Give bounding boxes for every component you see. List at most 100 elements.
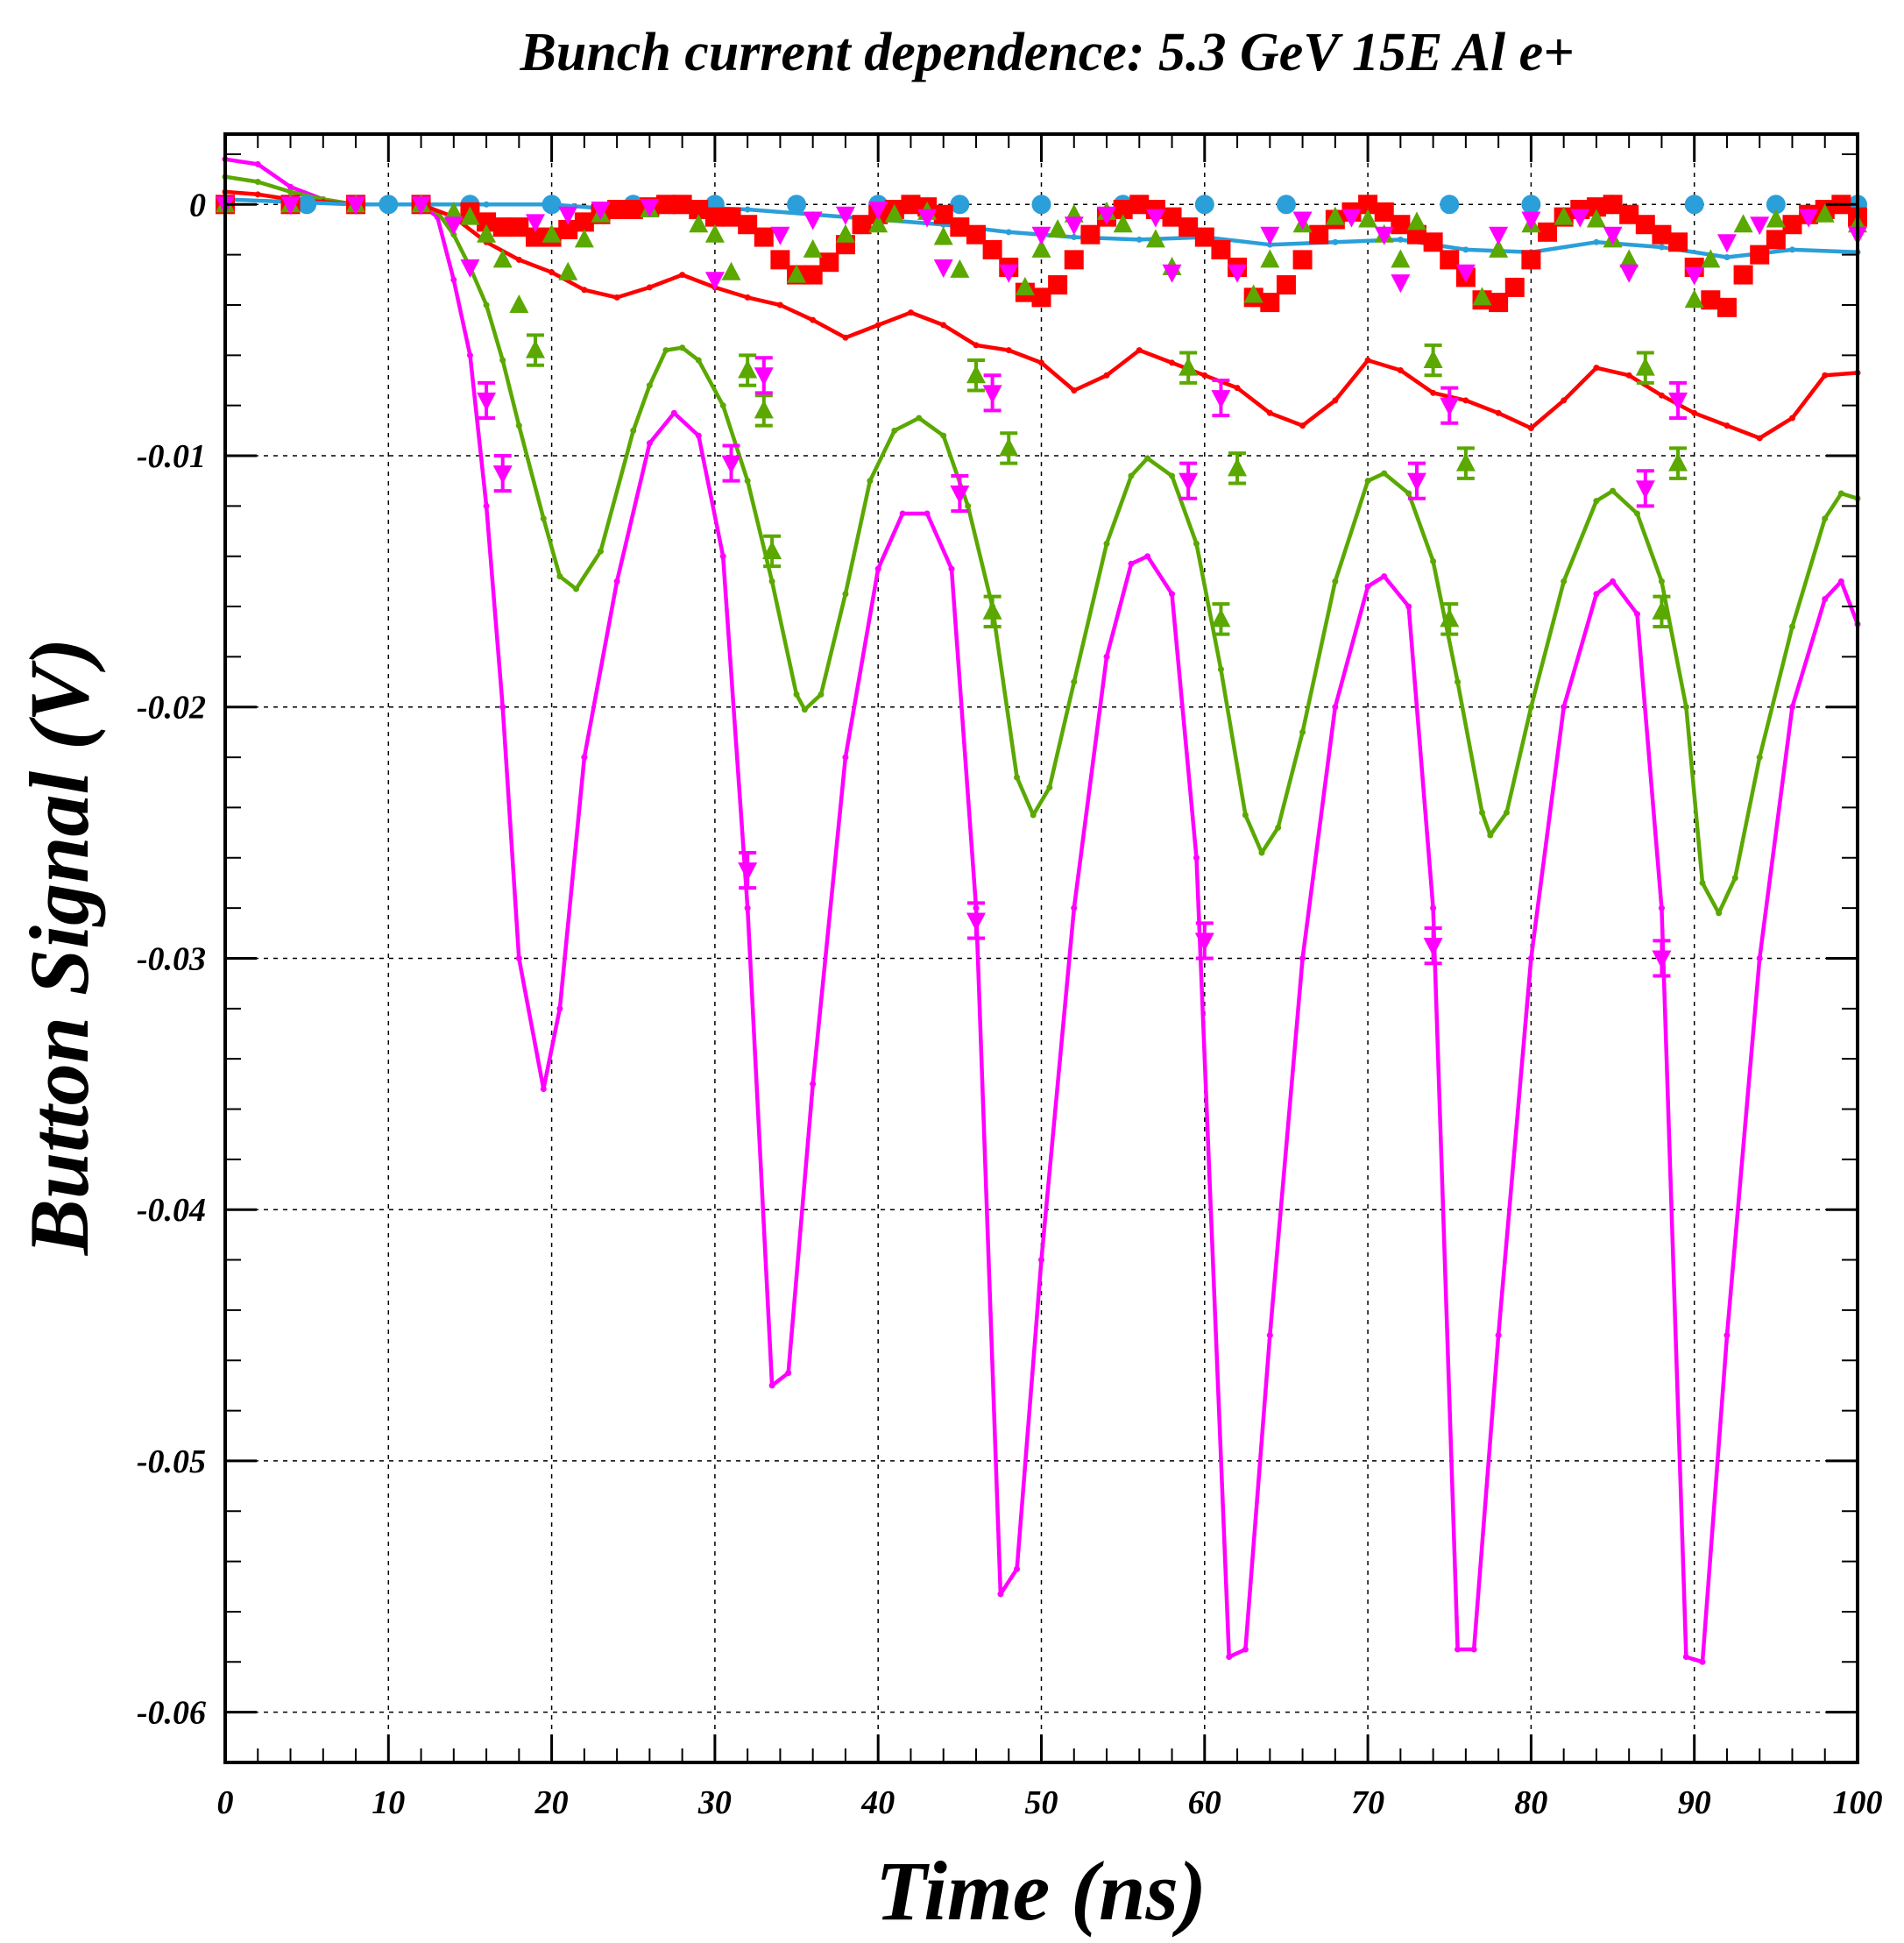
series-line (224, 157, 1860, 1664)
data-point-triangle-down (1292, 211, 1313, 230)
data-point-triangle-up (1635, 357, 1655, 376)
series-line-marker (1071, 678, 1078, 685)
series-line-marker (1625, 372, 1632, 379)
series-line-marker (874, 322, 881, 329)
series-line-marker (1201, 372, 1208, 379)
data-point-triangle-up (762, 540, 782, 559)
data-point-triangle-down (1391, 274, 1411, 294)
data-point-triangle-down (1455, 264, 1476, 283)
series-line-marker (254, 191, 261, 198)
data-point-triangle-up (999, 437, 1019, 457)
data-point-square (558, 219, 578, 239)
y-tick-label: -0.02 (137, 690, 206, 727)
series-line-marker (254, 160, 261, 167)
data-point-triangle-up (574, 229, 594, 248)
data-point-triangle-up (1554, 206, 1574, 225)
x-tick-label: 100 (1833, 1784, 1883, 1821)
data-point-triangle-up (868, 214, 888, 233)
series-line-marker (1610, 487, 1617, 494)
series-line-marker (1788, 704, 1795, 711)
data-point-square (852, 215, 872, 235)
data-point-triangle-down (1521, 211, 1541, 230)
data-point-triangle-down (1211, 390, 1231, 409)
series-line-marker (1364, 478, 1371, 485)
series-line-marker (1822, 372, 1829, 379)
data-point-square (1716, 297, 1737, 317)
data-point-triangle-down (1652, 950, 1672, 969)
series-line-marker (1193, 540, 1200, 547)
series-line-marker (287, 188, 294, 195)
data-point-triangle-up (1391, 249, 1411, 268)
data-point-square (1782, 215, 1802, 235)
data-point-triangle-up (1586, 209, 1606, 228)
data-point-triangle-down (1406, 472, 1426, 492)
series-line-marker (810, 316, 817, 323)
data-point-triangle-up (1406, 211, 1426, 230)
data-point-square (1750, 245, 1770, 265)
series-line-marker (768, 1382, 775, 1389)
series-line-marker (1527, 954, 1534, 961)
data-point-circle (1276, 195, 1296, 215)
data-point-circle (787, 195, 807, 215)
data-point-triangle-down (835, 206, 855, 225)
series-line-marker (744, 904, 751, 911)
series-line-marker (1470, 1646, 1477, 1653)
data-point-square (1260, 293, 1280, 313)
data-point-square (901, 195, 921, 215)
series-line-marker (540, 515, 547, 522)
x-tick-label: 20 (534, 1784, 569, 1821)
series-line-marker (1455, 1646, 1462, 1653)
series-line-marker (1071, 234, 1078, 241)
series-line-marker (1724, 1332, 1731, 1339)
data-point-square (656, 195, 676, 215)
data-point-square (1538, 222, 1558, 242)
data-point-triangle-up (966, 365, 986, 384)
series-line-marker (646, 284, 653, 291)
series-line-marker (581, 287, 588, 294)
data-point-triangle-down (917, 209, 938, 228)
series-line-marker (891, 427, 898, 434)
data-point-triangle-up (1325, 206, 1345, 225)
data-point-square (1423, 232, 1443, 252)
data-point-triangle-down (1603, 226, 1623, 245)
y-tick-label: 0 (189, 187, 206, 223)
data-point-triangle-up (1228, 457, 1248, 477)
series-line-marker (1658, 904, 1665, 911)
y-tick-label: -0.05 (137, 1443, 206, 1480)
series-line-marker (646, 440, 653, 447)
series-line-marker (1014, 1565, 1021, 1572)
data-point-triangle-up (803, 238, 823, 258)
series-line-marker (1756, 754, 1763, 761)
data-point-square (1489, 293, 1509, 313)
data-point-triangle-up (1358, 209, 1378, 228)
data-point-circle (1684, 195, 1704, 215)
series-line-marker (1561, 578, 1568, 585)
data-point-triangle-down (591, 202, 611, 221)
data-point-triangle-down (1097, 206, 1117, 225)
series-line-marker (1299, 422, 1306, 429)
series-line-marker (1455, 678, 1462, 685)
series-line-marker (1193, 854, 1200, 862)
series-line-marker (997, 1591, 1004, 1598)
series-line-marker (842, 334, 849, 341)
series-line-marker (1128, 472, 1135, 479)
series-line-marker (1682, 1654, 1689, 1661)
series-line-marker (1788, 246, 1795, 253)
data-point-square (704, 207, 725, 227)
data-point-square (1504, 277, 1525, 297)
series-line-marker (744, 206, 751, 213)
series-line-marker (1136, 236, 1143, 243)
series-line-marker (1822, 515, 1829, 522)
data-point-triangle-up (541, 223, 562, 243)
data-point-circle (379, 195, 399, 215)
data-point-triangle-down (346, 196, 366, 216)
data-point-triangle-up (558, 261, 578, 280)
series-line-marker (842, 591, 849, 598)
series-line-marker (1258, 849, 1265, 856)
series-line-marker (1046, 784, 1053, 791)
data-point-square (982, 239, 1002, 259)
data-point-triangle-down (950, 486, 970, 505)
data-point-square (1031, 287, 1051, 308)
data-point-triangle-down (1374, 226, 1394, 245)
